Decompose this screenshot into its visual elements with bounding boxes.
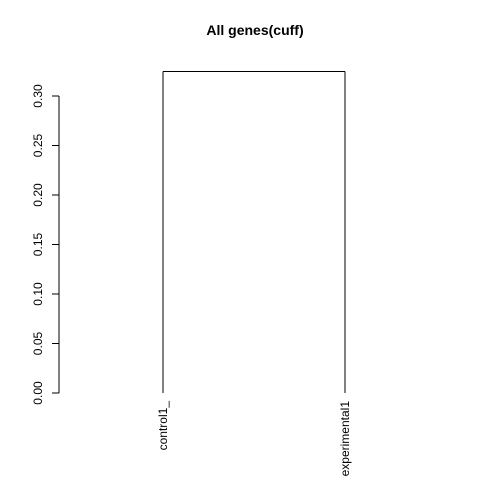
y-tick-label: 0.05 <box>31 331 45 355</box>
dendrogram-tree <box>162 70 346 393</box>
y-axis: 0.00 0.05 0.10 0.15 0.20 0.25 0.30 <box>31 84 60 405</box>
y-tick-label: 0.25 <box>31 133 45 157</box>
chart-title: All genes(cuff) <box>206 22 303 38</box>
leaf-labels: control1_ experimental1 <box>156 401 352 477</box>
y-tick-label: 0.15 <box>31 232 45 256</box>
y-tick-label: 0.20 <box>31 183 45 207</box>
y-tick-label: 0.30 <box>31 84 45 108</box>
leaf-label: experimental1 <box>338 401 352 477</box>
y-tick-label: 0.00 <box>31 381 45 405</box>
y-tick-label: 0.10 <box>31 282 45 306</box>
leaf-label: control1_ <box>156 401 170 451</box>
